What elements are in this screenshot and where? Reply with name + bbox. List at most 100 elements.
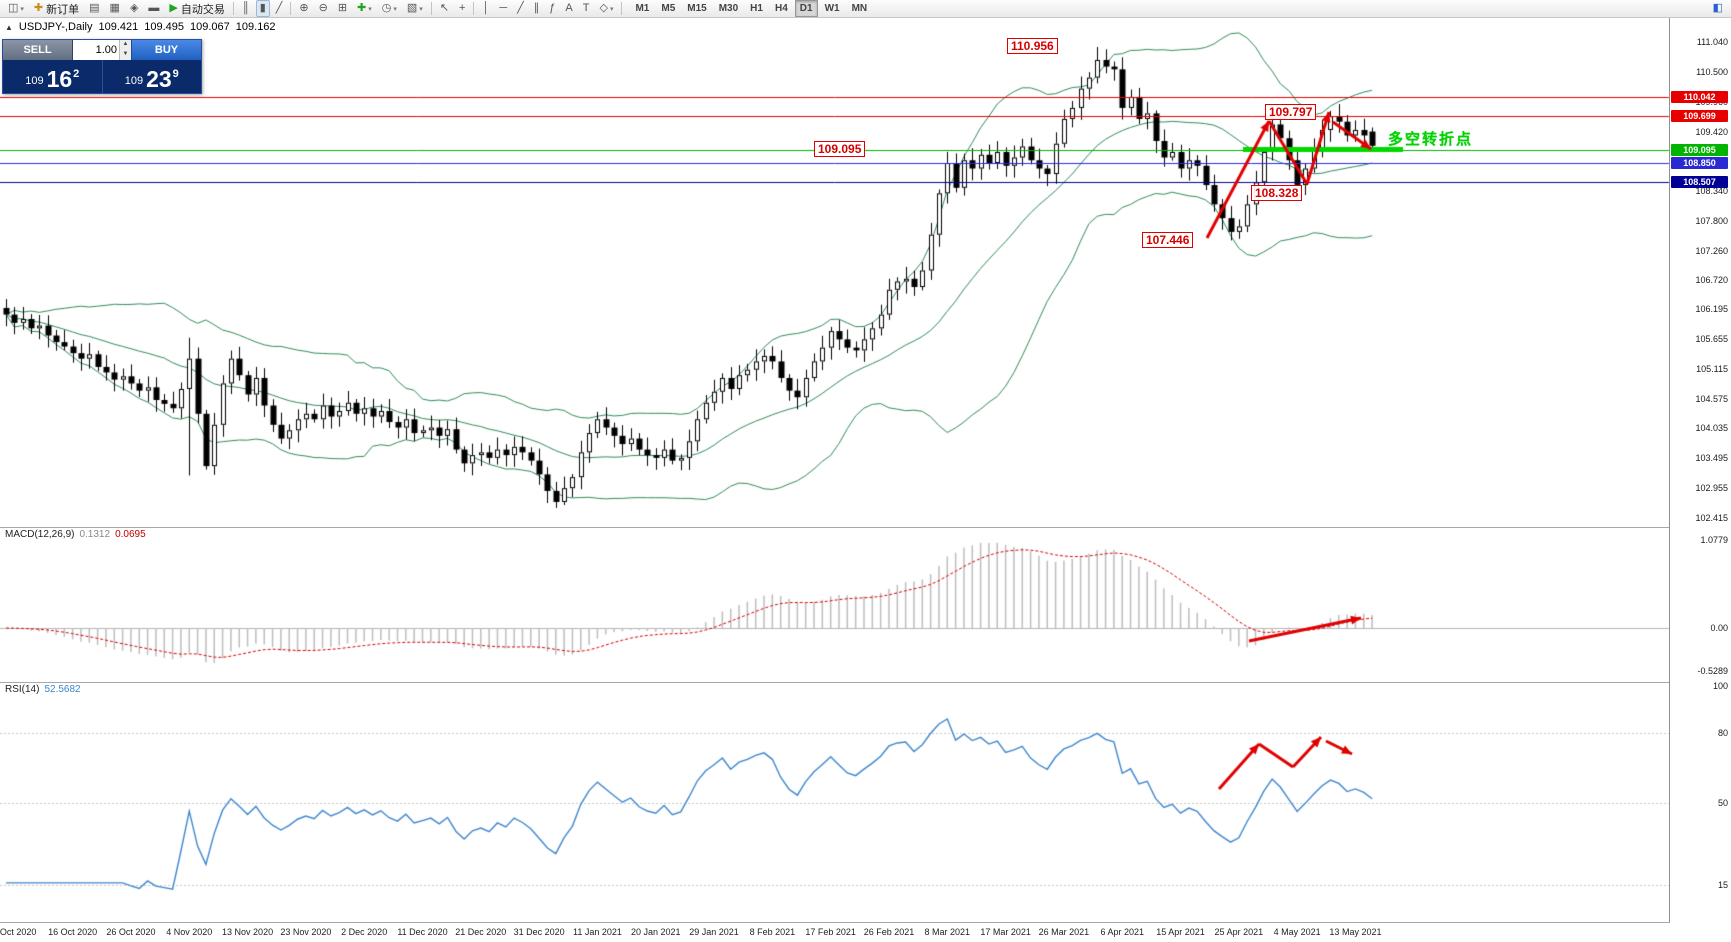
timeframe-m15-button[interactable]: M15: [687, 3, 707, 14]
vline-icon: │: [482, 2, 490, 14]
volume-up-icon[interactable]: ▲: [120, 40, 131, 50]
horizontal-line-button[interactable]: ─: [495, 0, 511, 17]
price-scale[interactable]: 111.040110.500109.960109.420108.340107.8…: [1670, 0, 1731, 942]
text-button[interactable]: A: [561, 0, 576, 17]
toolbar-separator: [290, 2, 292, 15]
price-axis-tick: 106.195: [1695, 304, 1728, 315]
timeframe-m1-button[interactable]: M1: [635, 3, 650, 14]
time-axis-label: 17 Mar 2021: [980, 927, 1031, 937]
main-toolbar: ◫ ▾ ✚ 新订单 ▤ ▦ ◈ ▬ ▶ 自动交易 ║ ▮ ╱ ⊕ ⊖ ⊞ ✚ ▾ ◷ ▾ ▧ ▾ ↖ + │ ─ ╱ ∥ ƒ A T ◇ ▾ M1…: [0, 0, 1731, 18]
price-level-tag: 109.699: [1671, 110, 1728, 123]
tile-windows-button[interactable]: ⊞: [334, 0, 351, 17]
autotrading-button[interactable]: ▶ 自动交易: [165, 0, 228, 17]
time-axis-label: 8 Mar 2021: [924, 927, 971, 937]
autotrading-button-label: 自动交易: [180, 3, 225, 16]
tile-icon: ⊞: [337, 2, 348, 14]
terminal-icon: ▬: [148, 2, 160, 14]
time-axis-label: 13 May 2021: [1329, 927, 1382, 937]
price-flag[interactable]: 107.446: [1142, 232, 1194, 248]
cursor-button[interactable]: ↖: [436, 0, 453, 17]
toolbar-separator: [621, 2, 623, 15]
time-scale[interactable]: 7 Oct 2020 16 Oct 2020 26 Oct 2020 4 Nov 20…: [0, 923, 1669, 942]
volume-down-icon[interactable]: ▼: [120, 50, 131, 60]
arrows-button[interactable]: ◇ ▾: [595, 0, 617, 17]
timeframe-h1-button[interactable]: H1: [750, 3, 763, 14]
date-axis-separator: [0, 922, 1731, 923]
time-axis-label: 26 Oct 2020: [106, 927, 156, 937]
timeframe-d1-button[interactable]: D1: [794, 0, 818, 17]
chart-window-icon: ◫: [8, 2, 19, 14]
buy-price[interactable]: 109 23 9: [103, 60, 202, 93]
macd-signal-value: 0.0695: [115, 529, 146, 540]
volume-input[interactable]: [73, 40, 119, 60]
rsi-axis-tick: 100: [1712, 681, 1728, 691]
one-click-trade-panel: SELL ▲ ▼ BUY 109 16 2 109 23 9: [2, 39, 202, 94]
rsi-header: RSI(14) 52.5682: [5, 684, 81, 695]
rsi-panel-separator[interactable]: [0, 682, 1731, 683]
bar-chart-button[interactable]: ║: [238, 0, 254, 17]
new-order-button[interactable]: ✚ 新订单: [30, 0, 83, 17]
time-axis-label: 25 Apr 2021: [1214, 927, 1264, 937]
ohlc-high: 109.495: [144, 21, 185, 33]
zoom-out-button[interactable]: ⊖: [315, 0, 332, 17]
candles-icon: ▮: [259, 2, 266, 14]
market-watch-button[interactable]: ▤: [85, 0, 103, 17]
text-label-button[interactable]: T: [579, 0, 594, 17]
time-axis-label: 16 Oct 2020: [48, 927, 98, 937]
timeframe-m30-button[interactable]: M30: [718, 3, 739, 14]
periods-button[interactable]: ◷ ▾: [378, 0, 401, 17]
sell-price-point: 2: [73, 68, 80, 80]
ohlc-open: 109.421: [98, 21, 139, 33]
templates-button[interactable]: ▧ ▾: [403, 0, 427, 17]
community-button[interactable]: ◧: [1709, 0, 1727, 17]
symbol-name: USDJPY-,Daily: [18, 21, 93, 33]
time-axis-label: 26 Feb 2021: [863, 927, 915, 937]
trendline-button[interactable]: ╱: [513, 0, 528, 17]
price-flag[interactable]: 108.328: [1251, 185, 1303, 201]
hline-icon: ─: [499, 2, 508, 14]
price-axis-tick: 109.420: [1695, 126, 1728, 137]
navigator-button[interactable]: ◈: [126, 0, 142, 17]
price-flag[interactable]: 109.797: [1265, 104, 1317, 120]
fibonacci-button[interactable]: ƒ: [545, 0, 559, 17]
terminal-button[interactable]: ▬: [144, 0, 163, 17]
vertical-line-button[interactable]: │: [478, 0, 493, 17]
macd-axis-tick: -0.5289: [1697, 666, 1728, 677]
buy-button[interactable]: BUY: [131, 40, 201, 60]
rsi-axis-tick: 15: [1717, 879, 1728, 890]
data-window-button[interactable]: ▦: [106, 0, 124, 17]
macd-panel-separator[interactable]: [0, 527, 1731, 528]
new-chart-button[interactable]: ◫ ▾: [4, 0, 28, 17]
price-axis-tick: 106.720: [1695, 275, 1728, 286]
price-flag[interactable]: 109.095: [814, 141, 866, 157]
indicators-button[interactable]: ✚ ▾: [353, 0, 376, 17]
sell-button[interactable]: SELL: [3, 40, 73, 60]
time-axis-label: 7 Oct 2020: [0, 927, 37, 937]
zoom-in-button[interactable]: ⊕: [295, 0, 312, 17]
ohlc-close: 109.162: [235, 21, 276, 33]
buy-price-pips: 23: [146, 66, 172, 92]
crosshair-button[interactable]: +: [455, 0, 469, 17]
navigator-icon: ◈: [129, 2, 139, 14]
price-flag[interactable]: 110.956: [1007, 38, 1058, 54]
collapse-trade-panel-icon[interactable]: ▲: [5, 23, 13, 32]
timeframe-mn-button[interactable]: MN: [851, 3, 868, 14]
toolbar-separator: [473, 2, 475, 15]
candlestick-chart-button[interactable]: ▮: [255, 0, 270, 17]
chart-canvas[interactable]: [0, 18, 1731, 942]
template-icon: ▧: [406, 2, 418, 14]
time-axis-label: 26 Mar 2021: [1038, 927, 1090, 937]
timeframe-h4-button[interactable]: H4: [774, 3, 788, 14]
dropdown-arrow-icon: ▾: [20, 5, 24, 13]
time-axis-label: 15 Apr 2021: [1156, 927, 1205, 937]
price-axis-tick: 107.800: [1695, 215, 1728, 226]
timeframe-w1-button[interactable]: W1: [824, 3, 840, 14]
zoom-out-icon: ⊖: [318, 2, 328, 14]
buy-price-point: 9: [172, 68, 179, 80]
line-chart-button[interactable]: ╱: [272, 0, 287, 17]
timeframe-m5-button[interactable]: M5: [661, 3, 676, 14]
price-axis-tick: 104.575: [1695, 393, 1728, 404]
equidistant-channel-button[interactable]: ∥: [530, 0, 544, 17]
sell-price[interactable]: 109 16 2: [3, 60, 103, 93]
